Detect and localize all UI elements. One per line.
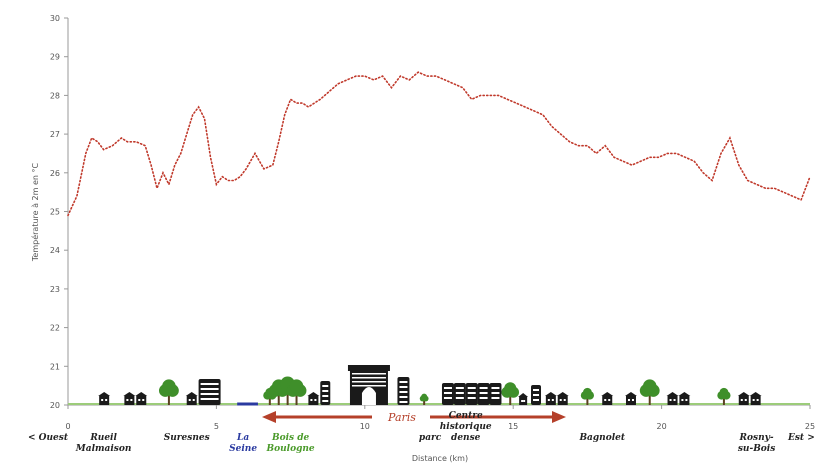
y-tick-label-9: 29: [50, 53, 60, 62]
house-23: [556, 392, 569, 405]
arc-de-triomphe: [347, 365, 390, 405]
house-0: [98, 392, 111, 405]
house-10: [307, 392, 320, 405]
y-tick-label-0: 20: [50, 401, 60, 410]
tree-30: [717, 387, 731, 405]
place-labels: Rueil Malmaison Suresnes La Seine Bois de Boul…: [75, 411, 775, 454]
building-5: [198, 379, 221, 405]
paris-arrow-right-head: [552, 411, 566, 423]
y-tick-label-2: 22: [50, 324, 60, 333]
y-tick-label-3: 23: [50, 285, 60, 294]
x-tick-label-4: 20: [657, 422, 667, 431]
skyline-illustration: [68, 365, 810, 406]
y-tick-label-10: 30: [50, 14, 60, 23]
tree-3: [159, 379, 179, 405]
house-31: [737, 392, 750, 405]
series-group: [67, 71, 811, 217]
house-1: [123, 392, 136, 405]
tree-13: [419, 393, 429, 405]
building-21: [531, 385, 542, 405]
x-tick-label-1: 5: [214, 422, 219, 431]
place-label-4: parc: [419, 433, 442, 443]
place-label-2: La Seine: [229, 433, 257, 454]
house-28: [666, 392, 679, 405]
y-tick-label-8: 28: [50, 91, 60, 100]
place-label-0: Rueil Malmaison: [75, 433, 132, 454]
x-tick-label-0: 0: [65, 422, 70, 431]
paris-arrow-left-head: [262, 411, 276, 423]
house-22: [544, 392, 557, 405]
tree-9: [286, 379, 307, 405]
y-tick-label-4: 24: [50, 246, 60, 255]
y-tick-label-1: 21: [50, 362, 60, 371]
building-17: [477, 383, 490, 405]
place-label-1: Suresnes: [164, 433, 210, 443]
building-16: [465, 383, 478, 405]
y-tick-label-5: 25: [50, 208, 60, 217]
y-tick-label-7: 27: [50, 130, 60, 139]
paris-label: Paris: [387, 411, 416, 424]
west-label: < Ouest: [28, 433, 69, 443]
building-14: [441, 383, 454, 405]
place-label-5: Centre historique dense: [440, 411, 492, 443]
y-ticks: 20 21 22 23 24 25 26 27 28 29 30: [50, 14, 68, 410]
house-29: [678, 392, 691, 405]
house-2: [135, 392, 148, 405]
x-tick-label-3: 15: [508, 422, 518, 431]
house-4: [185, 392, 198, 405]
building-18: [489, 383, 502, 405]
tree-19: [501, 382, 520, 405]
place-label-7: Rosny-su-Bois: [738, 433, 775, 454]
paris-arrows: [262, 411, 566, 423]
building-15: [453, 383, 466, 405]
x-ticks: 0 5 10 15 20 25: [65, 405, 815, 431]
building-11: [320, 381, 331, 405]
building-12: [397, 377, 410, 405]
place-label-3: Bois de Boulogne: [266, 433, 315, 454]
x-tick-label-5: 25: [805, 422, 815, 431]
tree-27: [639, 379, 660, 405]
y-axis-label: Température à 2m en °C: [30, 162, 40, 262]
y-tick-label-6: 26: [50, 169, 60, 178]
house-26: [624, 392, 637, 405]
house-25: [601, 392, 614, 405]
x-tick-label-2: 10: [360, 422, 370, 431]
house-20: [518, 393, 529, 405]
series-line-0: [67, 71, 811, 217]
house-32: [749, 392, 762, 405]
place-label-6: Bagnolet: [578, 433, 625, 443]
x-axis-label: Distance (km): [412, 454, 468, 463]
east-label: Est >: [787, 433, 815, 443]
tree-24: [580, 387, 594, 405]
